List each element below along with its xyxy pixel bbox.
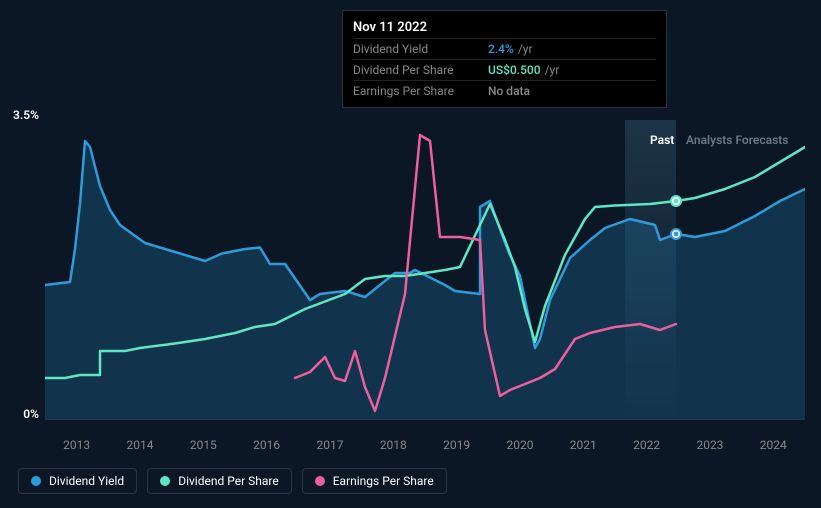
legend-dot-icon	[160, 476, 170, 486]
x-axis-tick: 2014	[108, 438, 171, 452]
x-axis-tick: 2021	[552, 438, 615, 452]
x-axis-tick: 2022	[615, 438, 678, 452]
legend-item-label: Earnings Per Share	[333, 474, 434, 488]
tooltip-row-label: Earnings Per Share	[353, 84, 488, 98]
tooltip-row-unit: /yr	[518, 42, 533, 56]
y-axis-max-label: 3.5%	[4, 108, 39, 122]
x-axis-tick: 2024	[742, 438, 805, 452]
tooltip-date: Nov 11 2022	[353, 17, 656, 38]
tooltip-row: Dividend Yield2.4% /yr	[353, 38, 656, 59]
tooltip-row-value: US$0.500	[488, 63, 541, 77]
legend-item-label: Dividend Per Share	[178, 474, 279, 488]
legend-item[interactable]: Dividend Per Share	[147, 468, 292, 494]
tooltip-row-value: No data	[488, 84, 530, 98]
x-axis-tick: 2013	[45, 438, 108, 452]
x-axis: 2013201420152016201720182019202020212022…	[45, 438, 805, 452]
x-axis-tick: 2020	[488, 438, 551, 452]
y-axis-min-label: 0%	[4, 407, 39, 421]
x-axis-tick: 2015	[172, 438, 235, 452]
x-axis-tick: 2017	[298, 438, 361, 452]
legend-dot-icon	[315, 476, 325, 486]
legend-item[interactable]: Dividend Yield	[18, 468, 137, 494]
legend-dot-icon	[31, 476, 41, 486]
tooltip-row: Earnings Per ShareNo data	[353, 80, 656, 101]
chart-tooltip: Nov 11 2022 Dividend Yield2.4%/yrDividen…	[342, 10, 667, 108]
tooltip-row-label: Dividend Per Share	[353, 63, 488, 77]
x-axis-tick: 2023	[678, 438, 741, 452]
legend-item-label: Dividend Yield	[49, 474, 124, 488]
x-axis-tick: 2018	[362, 438, 425, 452]
chart-legend: Dividend Yield Dividend Per Share Earnings…	[18, 468, 447, 494]
legend-item[interactable]: Earnings Per Share	[302, 468, 447, 494]
period-label-past: Past	[650, 133, 674, 147]
tooltip-row: Dividend Per ShareUS$0.500/yr	[353, 59, 656, 80]
x-axis-tick: 2016	[235, 438, 298, 452]
line-chart	[45, 120, 805, 420]
tooltip-row-label: Dividend Yield	[353, 42, 488, 56]
x-axis-tick: 2019	[425, 438, 488, 452]
tooltip-row-unit: /yr	[545, 63, 560, 77]
period-label-forecast: Analysts Forecasts	[686, 133, 788, 147]
tooltip-row-value: 2.4%	[488, 42, 514, 56]
